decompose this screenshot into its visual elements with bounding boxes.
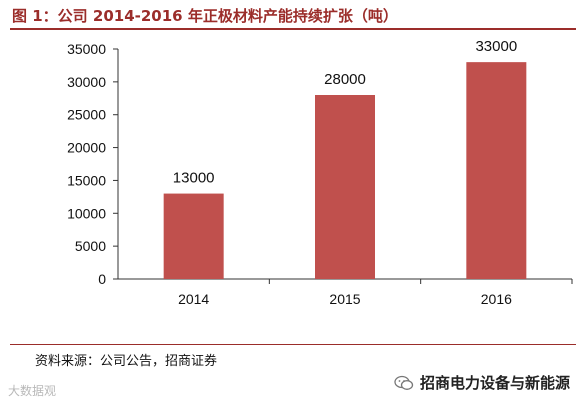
x-tick-label: 2016 xyxy=(481,291,512,307)
bar xyxy=(315,95,375,279)
bar xyxy=(466,62,527,280)
watermark-right-text: 招商电力设备与新能源 xyxy=(419,374,570,392)
y-tick-label: 25000 xyxy=(67,107,106,123)
y-tick-label: 35000 xyxy=(67,41,106,57)
data-label: 33000 xyxy=(475,38,517,55)
chart-title: 图 1：公司 2014-2016 年正极材料产能持续扩张（吨） xyxy=(12,7,398,25)
wechat-icon xyxy=(394,375,414,390)
y-tick-label: 10000 xyxy=(67,205,106,221)
bar-chart: 0 5000 10000 15000 20000 25000 30000 35000 13000… xyxy=(67,38,573,307)
x-tick-label: 2015 xyxy=(329,291,360,307)
source-divider xyxy=(10,344,576,345)
data-label: 28000 xyxy=(324,71,366,88)
y-tick-label: 30000 xyxy=(67,74,106,90)
x-tick-label: 2014 xyxy=(178,291,209,307)
y-tick-label: 0 xyxy=(98,271,106,287)
y-tick-label: 20000 xyxy=(67,140,106,156)
watermark-left: 大数据观 xyxy=(8,384,57,398)
data-label: 13000 xyxy=(173,170,215,187)
title-divider xyxy=(10,28,576,30)
watermark-right: 招商电力设备与新能源 xyxy=(394,372,570,393)
bar xyxy=(163,193,224,279)
y-tick-label: 5000 xyxy=(75,238,106,254)
source-note: 资料来源：公司公告，招商证券 xyxy=(35,354,218,369)
y-tick-label: 15000 xyxy=(67,172,106,188)
